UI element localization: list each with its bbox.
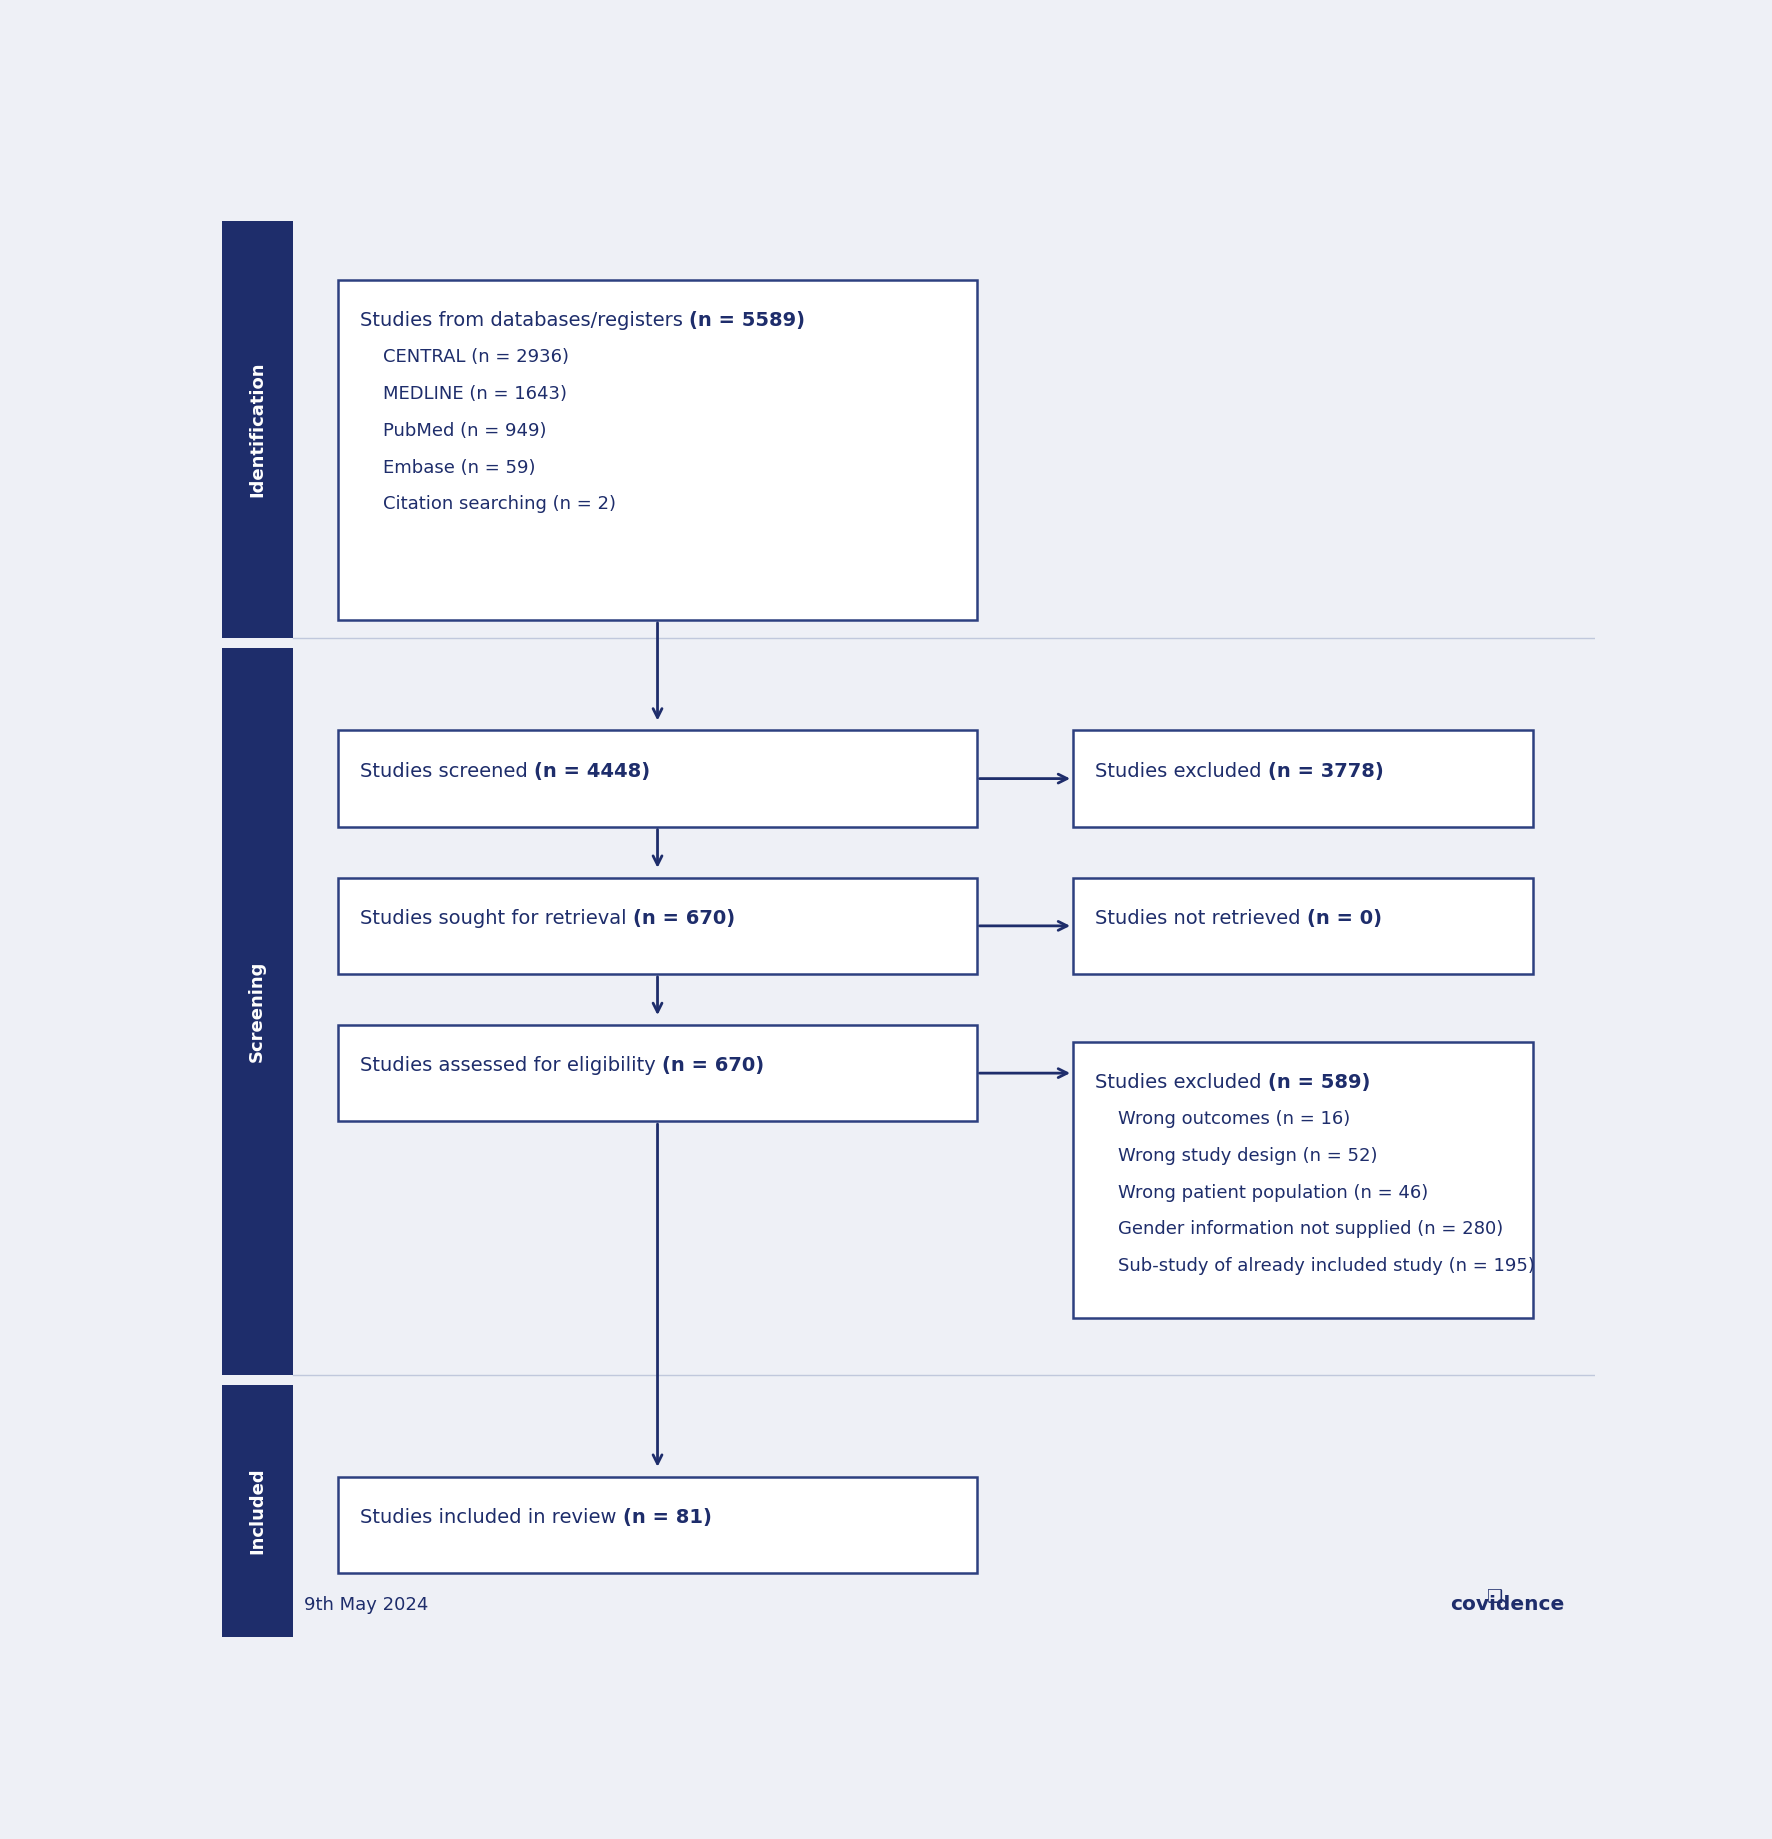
Text: CENTRAL (n = 2936): CENTRAL (n = 2936) bbox=[360, 348, 569, 366]
Text: Included: Included bbox=[248, 1468, 266, 1554]
Text: (n = 4448): (n = 4448) bbox=[533, 761, 650, 780]
Text: Studies from databases/registers: Studies from databases/registers bbox=[360, 311, 689, 331]
Text: covidence: covidence bbox=[1449, 1594, 1565, 1615]
Text: (n = 670): (n = 670) bbox=[663, 1056, 764, 1076]
Text: Wrong patient population (n = 46): Wrong patient population (n = 46) bbox=[1095, 1184, 1428, 1201]
Bar bbox=[222, 1385, 292, 1637]
FancyBboxPatch shape bbox=[338, 1477, 976, 1572]
Text: Studies excluded: Studies excluded bbox=[1095, 1074, 1267, 1092]
Bar bbox=[222, 221, 292, 638]
Text: (n = 670): (n = 670) bbox=[633, 908, 735, 929]
Text: Gender information not supplied (n = 280): Gender information not supplied (n = 280… bbox=[1095, 1221, 1503, 1238]
Text: Studies assessed for eligibility: Studies assessed for eligibility bbox=[360, 1056, 663, 1076]
Text: (n = 3778): (n = 3778) bbox=[1267, 761, 1384, 780]
Bar bbox=[222, 649, 292, 1376]
Text: Studies screened: Studies screened bbox=[360, 761, 533, 780]
Text: ❑: ❑ bbox=[1487, 1587, 1503, 1605]
FancyBboxPatch shape bbox=[1072, 877, 1533, 975]
Text: Studies excluded: Studies excluded bbox=[1095, 761, 1267, 780]
Text: Citation searching (n = 2): Citation searching (n = 2) bbox=[360, 495, 617, 513]
Text: MEDLINE (n = 1643): MEDLINE (n = 1643) bbox=[360, 384, 567, 403]
Text: (n = 81): (n = 81) bbox=[624, 1508, 712, 1526]
Text: PubMed (n = 949): PubMed (n = 949) bbox=[360, 421, 548, 440]
Text: Identification: Identification bbox=[248, 362, 266, 497]
FancyBboxPatch shape bbox=[338, 280, 976, 620]
Text: (n = 589): (n = 589) bbox=[1267, 1074, 1370, 1092]
FancyBboxPatch shape bbox=[338, 730, 976, 828]
FancyBboxPatch shape bbox=[338, 1024, 976, 1122]
FancyBboxPatch shape bbox=[1072, 1043, 1533, 1319]
Text: Screening: Screening bbox=[248, 960, 266, 1063]
Text: 9th May 2024: 9th May 2024 bbox=[305, 1596, 429, 1615]
Text: Studies not retrieved: Studies not retrieved bbox=[1095, 908, 1306, 929]
Text: Studies included in review: Studies included in review bbox=[360, 1508, 624, 1526]
Text: Embase (n = 59): Embase (n = 59) bbox=[360, 458, 535, 476]
Text: Studies sought for retrieval: Studies sought for retrieval bbox=[360, 908, 633, 929]
Text: Wrong outcomes (n = 16): Wrong outcomes (n = 16) bbox=[1095, 1111, 1350, 1127]
Text: Sub-study of already included study (n = 195): Sub-study of already included study (n =… bbox=[1095, 1258, 1535, 1274]
Text: (n = 5589): (n = 5589) bbox=[689, 311, 804, 331]
FancyBboxPatch shape bbox=[1072, 730, 1533, 828]
FancyBboxPatch shape bbox=[338, 877, 976, 975]
Text: Wrong study design (n = 52): Wrong study design (n = 52) bbox=[1095, 1148, 1377, 1164]
Text: (n = 0): (n = 0) bbox=[1306, 908, 1382, 929]
